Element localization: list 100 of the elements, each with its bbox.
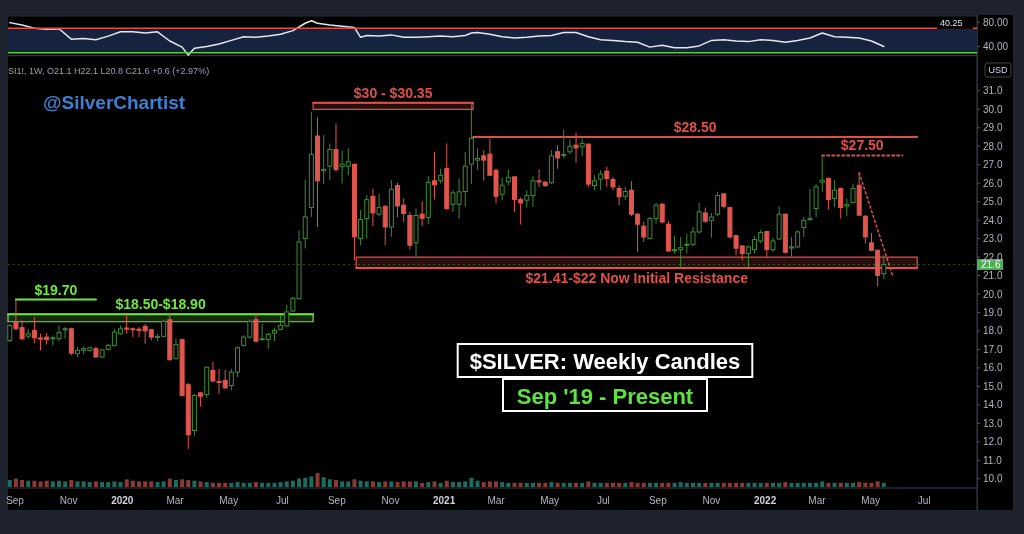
y-tick-label: 17.0 xyxy=(983,343,1003,355)
candlestick xyxy=(364,194,370,240)
bar xyxy=(469,477,474,487)
bar xyxy=(518,482,523,487)
candlestick xyxy=(807,188,813,221)
candlestick xyxy=(327,142,333,181)
candlestick xyxy=(616,184,622,206)
bar xyxy=(697,482,702,487)
x-tick-label: Mar xyxy=(487,494,506,506)
annotation: SI1!, 1W, O21.1 H22.1 L20.8 C21.6 +0.6 (+2.97%) xyxy=(8,66,210,76)
x-tick-label: 2021 xyxy=(433,494,456,506)
bar xyxy=(284,481,289,487)
bar xyxy=(44,480,49,487)
bar xyxy=(161,481,166,487)
bar xyxy=(543,482,548,487)
bar xyxy=(709,482,714,487)
y-tick-label: 19.0 xyxy=(983,306,1003,318)
bar xyxy=(247,482,252,487)
bar xyxy=(352,479,357,487)
bar xyxy=(260,482,265,487)
series-label: $27.50 xyxy=(840,137,884,154)
bar xyxy=(771,482,775,487)
bar xyxy=(389,481,394,487)
bar xyxy=(450,482,455,487)
bar xyxy=(438,482,443,487)
bar xyxy=(198,481,203,487)
bar xyxy=(149,481,154,487)
candlestick xyxy=(321,134,327,185)
text: $SILVER: Weekly Candles xyxy=(469,348,741,374)
bar xyxy=(604,482,609,487)
y-tick-label: 27.0 xyxy=(983,159,1003,171)
bar xyxy=(500,482,505,487)
bar xyxy=(851,482,856,487)
bar xyxy=(863,482,868,487)
bar xyxy=(13,478,18,487)
candlestick xyxy=(567,138,573,155)
x-tick-label: Jul xyxy=(917,494,931,506)
bar xyxy=(703,482,708,487)
candlestick xyxy=(801,216,807,238)
bar xyxy=(210,482,215,487)
bar xyxy=(561,482,566,487)
y-tick-label: 13.0 xyxy=(983,417,1003,429)
bar xyxy=(241,482,246,487)
bar xyxy=(297,478,302,487)
bar xyxy=(654,482,659,487)
bar xyxy=(315,473,320,487)
bar xyxy=(87,482,92,487)
candlestick xyxy=(370,188,376,227)
series-label: $19.70 xyxy=(34,281,78,298)
bar xyxy=(290,480,295,487)
bar xyxy=(377,482,382,487)
y-tick-label: 28.0 xyxy=(983,140,1003,152)
y-tick-label: 15.0 xyxy=(983,380,1003,392)
bar xyxy=(610,482,615,487)
bar xyxy=(130,480,135,487)
bar xyxy=(820,481,825,487)
x-tick-label: Mar xyxy=(166,494,185,506)
bar xyxy=(512,482,517,487)
bar xyxy=(764,482,769,487)
bar xyxy=(229,482,234,487)
line-series xyxy=(9,20,885,56)
bar xyxy=(598,482,603,487)
series-label: $21.41-$22 Now Initial Resistance xyxy=(525,269,749,286)
bar xyxy=(752,482,757,487)
y-tick-label: 16.0 xyxy=(983,362,1003,374)
bar xyxy=(432,481,437,487)
bar xyxy=(112,481,117,487)
bar xyxy=(666,482,671,487)
bar xyxy=(327,479,332,487)
candlestick xyxy=(382,204,388,246)
y-tick-label: 80.00 xyxy=(983,16,1009,28)
x-tick-label: Jul xyxy=(275,494,289,506)
y-tick-label: 40.00 xyxy=(983,41,1009,53)
x-tick-label: Jul xyxy=(596,494,610,506)
bar xyxy=(746,482,751,487)
y-tick-label: 25.0 xyxy=(983,196,1003,208)
candlestick xyxy=(358,209,364,246)
bar xyxy=(721,482,726,487)
bar xyxy=(137,481,142,487)
bar xyxy=(641,482,646,487)
x-tick-label: Nov xyxy=(381,494,400,506)
x-tick-label: May xyxy=(540,494,560,506)
series-label: $28.50 xyxy=(673,118,717,135)
bar xyxy=(567,482,572,487)
bar xyxy=(32,480,37,487)
bar xyxy=(186,480,191,487)
bar xyxy=(155,482,160,487)
bar xyxy=(635,482,640,487)
candlestick xyxy=(333,123,339,173)
bar xyxy=(494,481,499,487)
bar xyxy=(832,482,837,487)
bar xyxy=(881,482,886,487)
bar xyxy=(426,482,431,487)
bar xyxy=(364,481,369,487)
bar xyxy=(807,482,812,487)
candlestick xyxy=(764,230,770,259)
bar xyxy=(801,482,806,487)
x-tick-label: May xyxy=(861,494,881,506)
bar xyxy=(278,482,283,487)
candlestick xyxy=(659,202,665,225)
